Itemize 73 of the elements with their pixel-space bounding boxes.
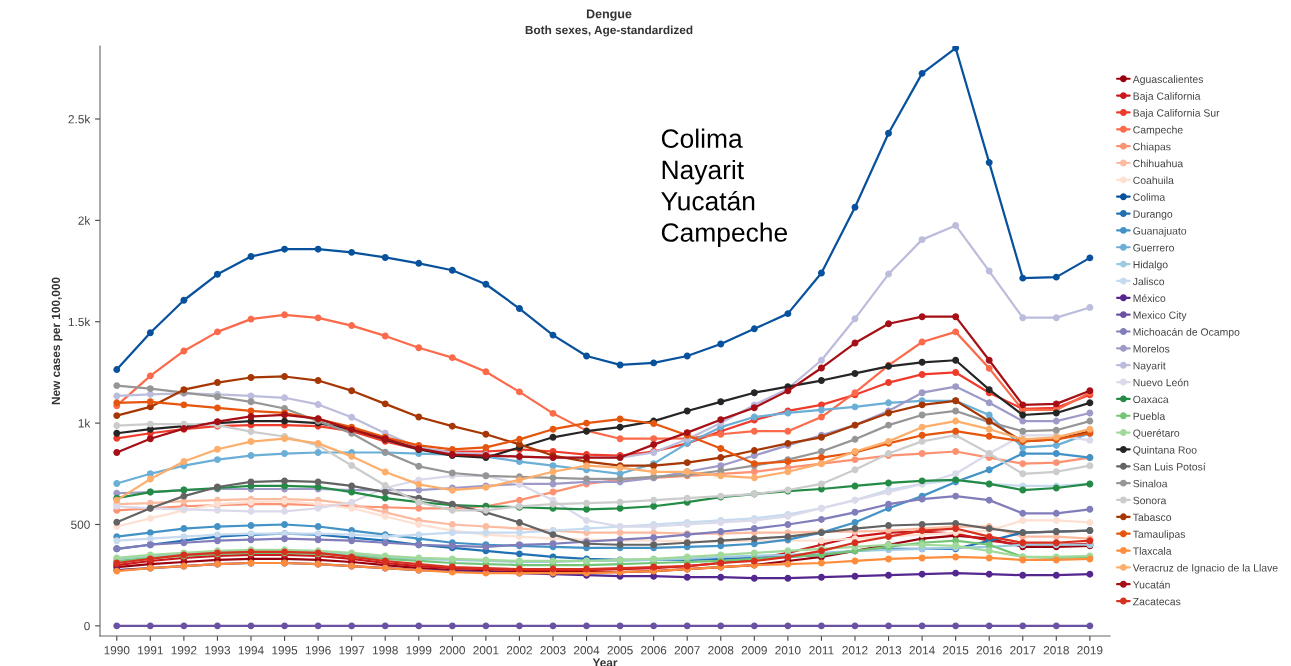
x-tick-label: 2004 (574, 646, 600, 655)
x-axis-title: Year (592, 658, 618, 666)
x-tick-label: 2013 (876, 646, 902, 655)
x-tick-label: 1997 (339, 646, 365, 655)
x-tick-label: 2010 (775, 646, 801, 655)
legend-label: Guanajuato (1133, 226, 1187, 237)
x-tick-label: 2018 (1043, 646, 1069, 655)
legend-label: México (1133, 294, 1166, 303)
legend-label: Guerrero (1133, 244, 1174, 252)
legend-label: Chiapas (1133, 142, 1171, 153)
y-tick-label: 1.5k (68, 317, 91, 327)
legend-label: Morelos (1133, 344, 1170, 353)
x-tick-label: 2000 (439, 646, 465, 655)
x-tick-label: 1999 (406, 646, 432, 655)
legend-label: Tamaulipas (1132, 530, 1186, 540)
chart-subtitle: Both sexes, Age-standardized (525, 25, 693, 37)
legend-label: Yucatán (1132, 580, 1170, 589)
y-tick-label: 500 (71, 520, 90, 529)
x-tick-label: 1992 (171, 646, 197, 655)
legend-label: Aguascalientes (1132, 75, 1204, 86)
y-tick-label: 2.5k (68, 114, 91, 124)
x-tick-label: 2011 (809, 646, 834, 655)
x-tick-label: 2019 (1077, 646, 1103, 655)
legend-label: Baja California (1133, 92, 1201, 102)
legend-label: Coahuila (1133, 176, 1174, 185)
y-tick-label: 0 (84, 621, 90, 631)
legend-label: Mexico City (1133, 311, 1187, 321)
legend-label: Oaxaca (1133, 395, 1169, 404)
legend-label: Sonora (1133, 496, 1167, 505)
legend-label: Sinaloa (1133, 479, 1168, 488)
legend-label: Zacatecas (1133, 598, 1181, 606)
legend-label: Jalisco (1132, 277, 1165, 286)
x-tick-label: 1993 (205, 646, 231, 655)
legend-label: Durango (1133, 210, 1173, 220)
legend-label: Colima (1133, 193, 1166, 201)
x-tick-label: 1995 (272, 646, 298, 655)
legend-label: Nayarit (1133, 361, 1166, 372)
y-tick-label: 2k (78, 216, 91, 225)
legend-label: Hidalgo (1133, 260, 1168, 271)
x-tick-label: 1996 (305, 646, 331, 655)
x-tick-label: 2007 (674, 646, 700, 655)
x-tick-label: 2014 (909, 646, 935, 655)
y-axis-title: New cases per 100,000 (51, 277, 63, 405)
legend-label: Baja California Sur (1133, 109, 1220, 119)
x-tick-label: 1991 (138, 646, 163, 655)
annotation: Colima Nayarit Yucatán Campeche (661, 128, 787, 248)
x-tick-label: 2008 (708, 646, 734, 655)
legend-label: San Luis Potosí (1133, 462, 1206, 471)
legend-label: Chihuahua (1133, 159, 1184, 168)
x-tick-label: 2002 (506, 646, 532, 655)
chart-title: Dengue (586, 9, 632, 21)
x-tick-label: 2016 (976, 646, 1002, 655)
legend-label: Quintana Roo (1133, 446, 1197, 456)
x-tick-label: 2012 (842, 646, 868, 655)
legend-label: Querétaro (1133, 429, 1180, 439)
x-tick-label: 2009 (741, 646, 767, 655)
legend-label: Tabasco (1132, 513, 1172, 522)
legend-label: Campeche (1133, 125, 1183, 136)
x-tick-label: 2005 (607, 646, 633, 655)
x-tick-label: 1994 (238, 646, 264, 655)
x-tick-label: 2003 (540, 646, 566, 655)
legend-label: Tlaxcala (1132, 547, 1172, 555)
x-tick-label: 1990 (104, 646, 130, 655)
y-tick-label: 1k (78, 418, 91, 428)
x-tick-label: 2001 (473, 646, 499, 655)
legend-label: Nuevo León (1133, 378, 1189, 387)
x-tick-label: 2015 (943, 646, 969, 655)
legend-label: Puebla (1133, 412, 1166, 420)
x-tick-label: 2006 (641, 646, 667, 655)
legend-label: Michoacán de Ocampo (1133, 327, 1240, 338)
legend-label: Veracruz de Ignacio de la Llave (1132, 563, 1278, 574)
x-tick-label: 2017 (1010, 646, 1036, 655)
x-tick-label: 1998 (372, 646, 398, 655)
